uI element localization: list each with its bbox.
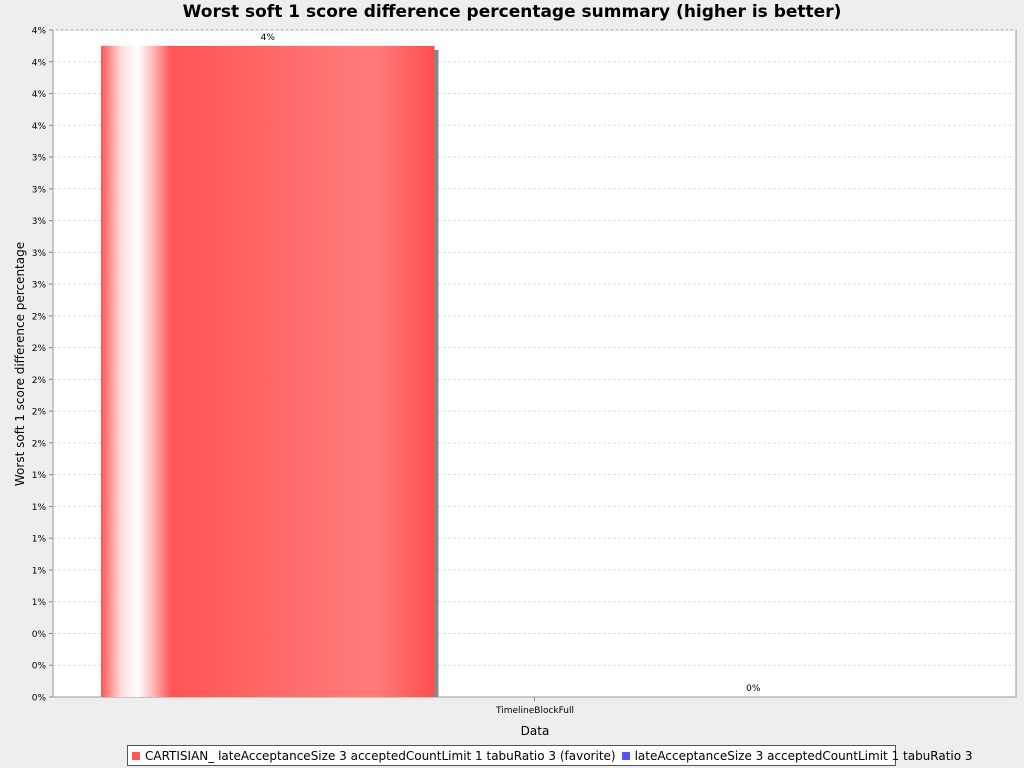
legend-label-second: lateAcceptanceSize 3 acceptedCountLimit … bbox=[634, 748, 973, 763]
y-tick-label: 3% bbox=[32, 249, 47, 259]
y-tick-label: 2% bbox=[32, 312, 47, 322]
y-tick-label: 2% bbox=[32, 408, 47, 418]
y-axis-label: Worst soft 1 score difference percentage bbox=[13, 242, 27, 486]
legend-swatch-blue bbox=[621, 751, 630, 760]
x-category-label: TimelineBlockFull bbox=[495, 706, 574, 716]
y-tick-label: 3% bbox=[32, 185, 47, 195]
y-tick-label: 0% bbox=[32, 694, 47, 704]
bar-chart: 0%0%0%1%1%1%1%1%2%2%2%2%2%3%3%3%3%3%4%4%… bbox=[13, 27, 1017, 738]
y-tick-label: 4% bbox=[32, 90, 47, 100]
value-labels: 4% 0% bbox=[261, 33, 761, 694]
legend-swatch-red bbox=[132, 751, 140, 760]
legend: CARTISIAN_ lateAcceptanceSize 3 accepted… bbox=[127, 745, 973, 766]
y-tick-label: 1% bbox=[32, 471, 47, 481]
y-tick-label: 2% bbox=[32, 344, 47, 354]
legend-item-favorite: CARTISIAN_ lateAcceptanceSize 3 accepted… bbox=[132, 749, 616, 763]
y-tick-label: 0% bbox=[32, 662, 47, 672]
y-tick-label: 1% bbox=[32, 503, 47, 513]
bar-value-label: 4% bbox=[261, 33, 276, 43]
bar-series-0 bbox=[101, 45, 435, 697]
y-tick-label: 4% bbox=[32, 122, 47, 132]
y-tick-label: 3% bbox=[32, 217, 47, 227]
bars bbox=[101, 45, 439, 697]
x-axis-label: Data bbox=[521, 724, 550, 738]
bar-value-label: 0% bbox=[746, 684, 761, 694]
y-tick-label: 4% bbox=[32, 58, 47, 68]
y-tick-label: 4% bbox=[32, 27, 47, 37]
y-tick-label: 2% bbox=[32, 376, 47, 386]
y-tick-label: 3% bbox=[32, 154, 47, 164]
legend-item-second: lateAcceptanceSize 3 acceptedCountLimit … bbox=[621, 748, 973, 763]
legend-label-favorite: CARTISIAN_ lateAcceptanceSize 3 accepted… bbox=[145, 748, 616, 763]
y-tick-label: 0% bbox=[32, 630, 47, 640]
y-tick-labels: 0% 0% 0% 1% 1% 1% 1% 1% 2% 2% 2% 2% 2% 3% 3% 3% 3% 3% 4% 4%… bbox=[32, 27, 535, 704]
chart-title: Worst soft 1 score difference percentage… bbox=[182, 2, 842, 22]
y-tick-label: 1% bbox=[32, 566, 47, 576]
y-tick-label: 1% bbox=[32, 535, 47, 545]
y-tick-label: 3% bbox=[32, 281, 47, 291]
y-tick-label: 1% bbox=[32, 598, 47, 608]
y-tick-label: 2% bbox=[32, 439, 47, 449]
